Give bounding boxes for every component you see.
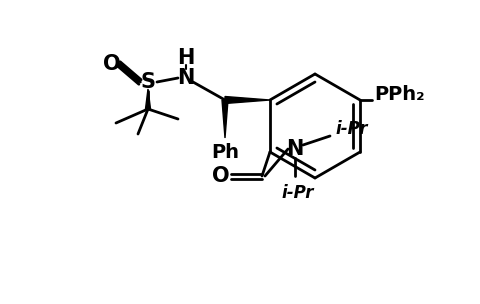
Text: O: O bbox=[212, 166, 229, 186]
Text: H: H bbox=[177, 48, 194, 68]
Polygon shape bbox=[222, 100, 228, 138]
Text: O: O bbox=[103, 54, 120, 74]
Text: N: N bbox=[177, 68, 194, 88]
Text: S: S bbox=[140, 72, 155, 92]
Text: PPh₂: PPh₂ bbox=[374, 85, 424, 105]
Text: i-Pr: i-Pr bbox=[281, 184, 313, 202]
Text: N: N bbox=[286, 139, 303, 159]
Text: i-Pr: i-Pr bbox=[335, 120, 368, 138]
Text: Ph: Ph bbox=[211, 143, 239, 161]
Polygon shape bbox=[145, 89, 150, 109]
Polygon shape bbox=[225, 96, 269, 103]
